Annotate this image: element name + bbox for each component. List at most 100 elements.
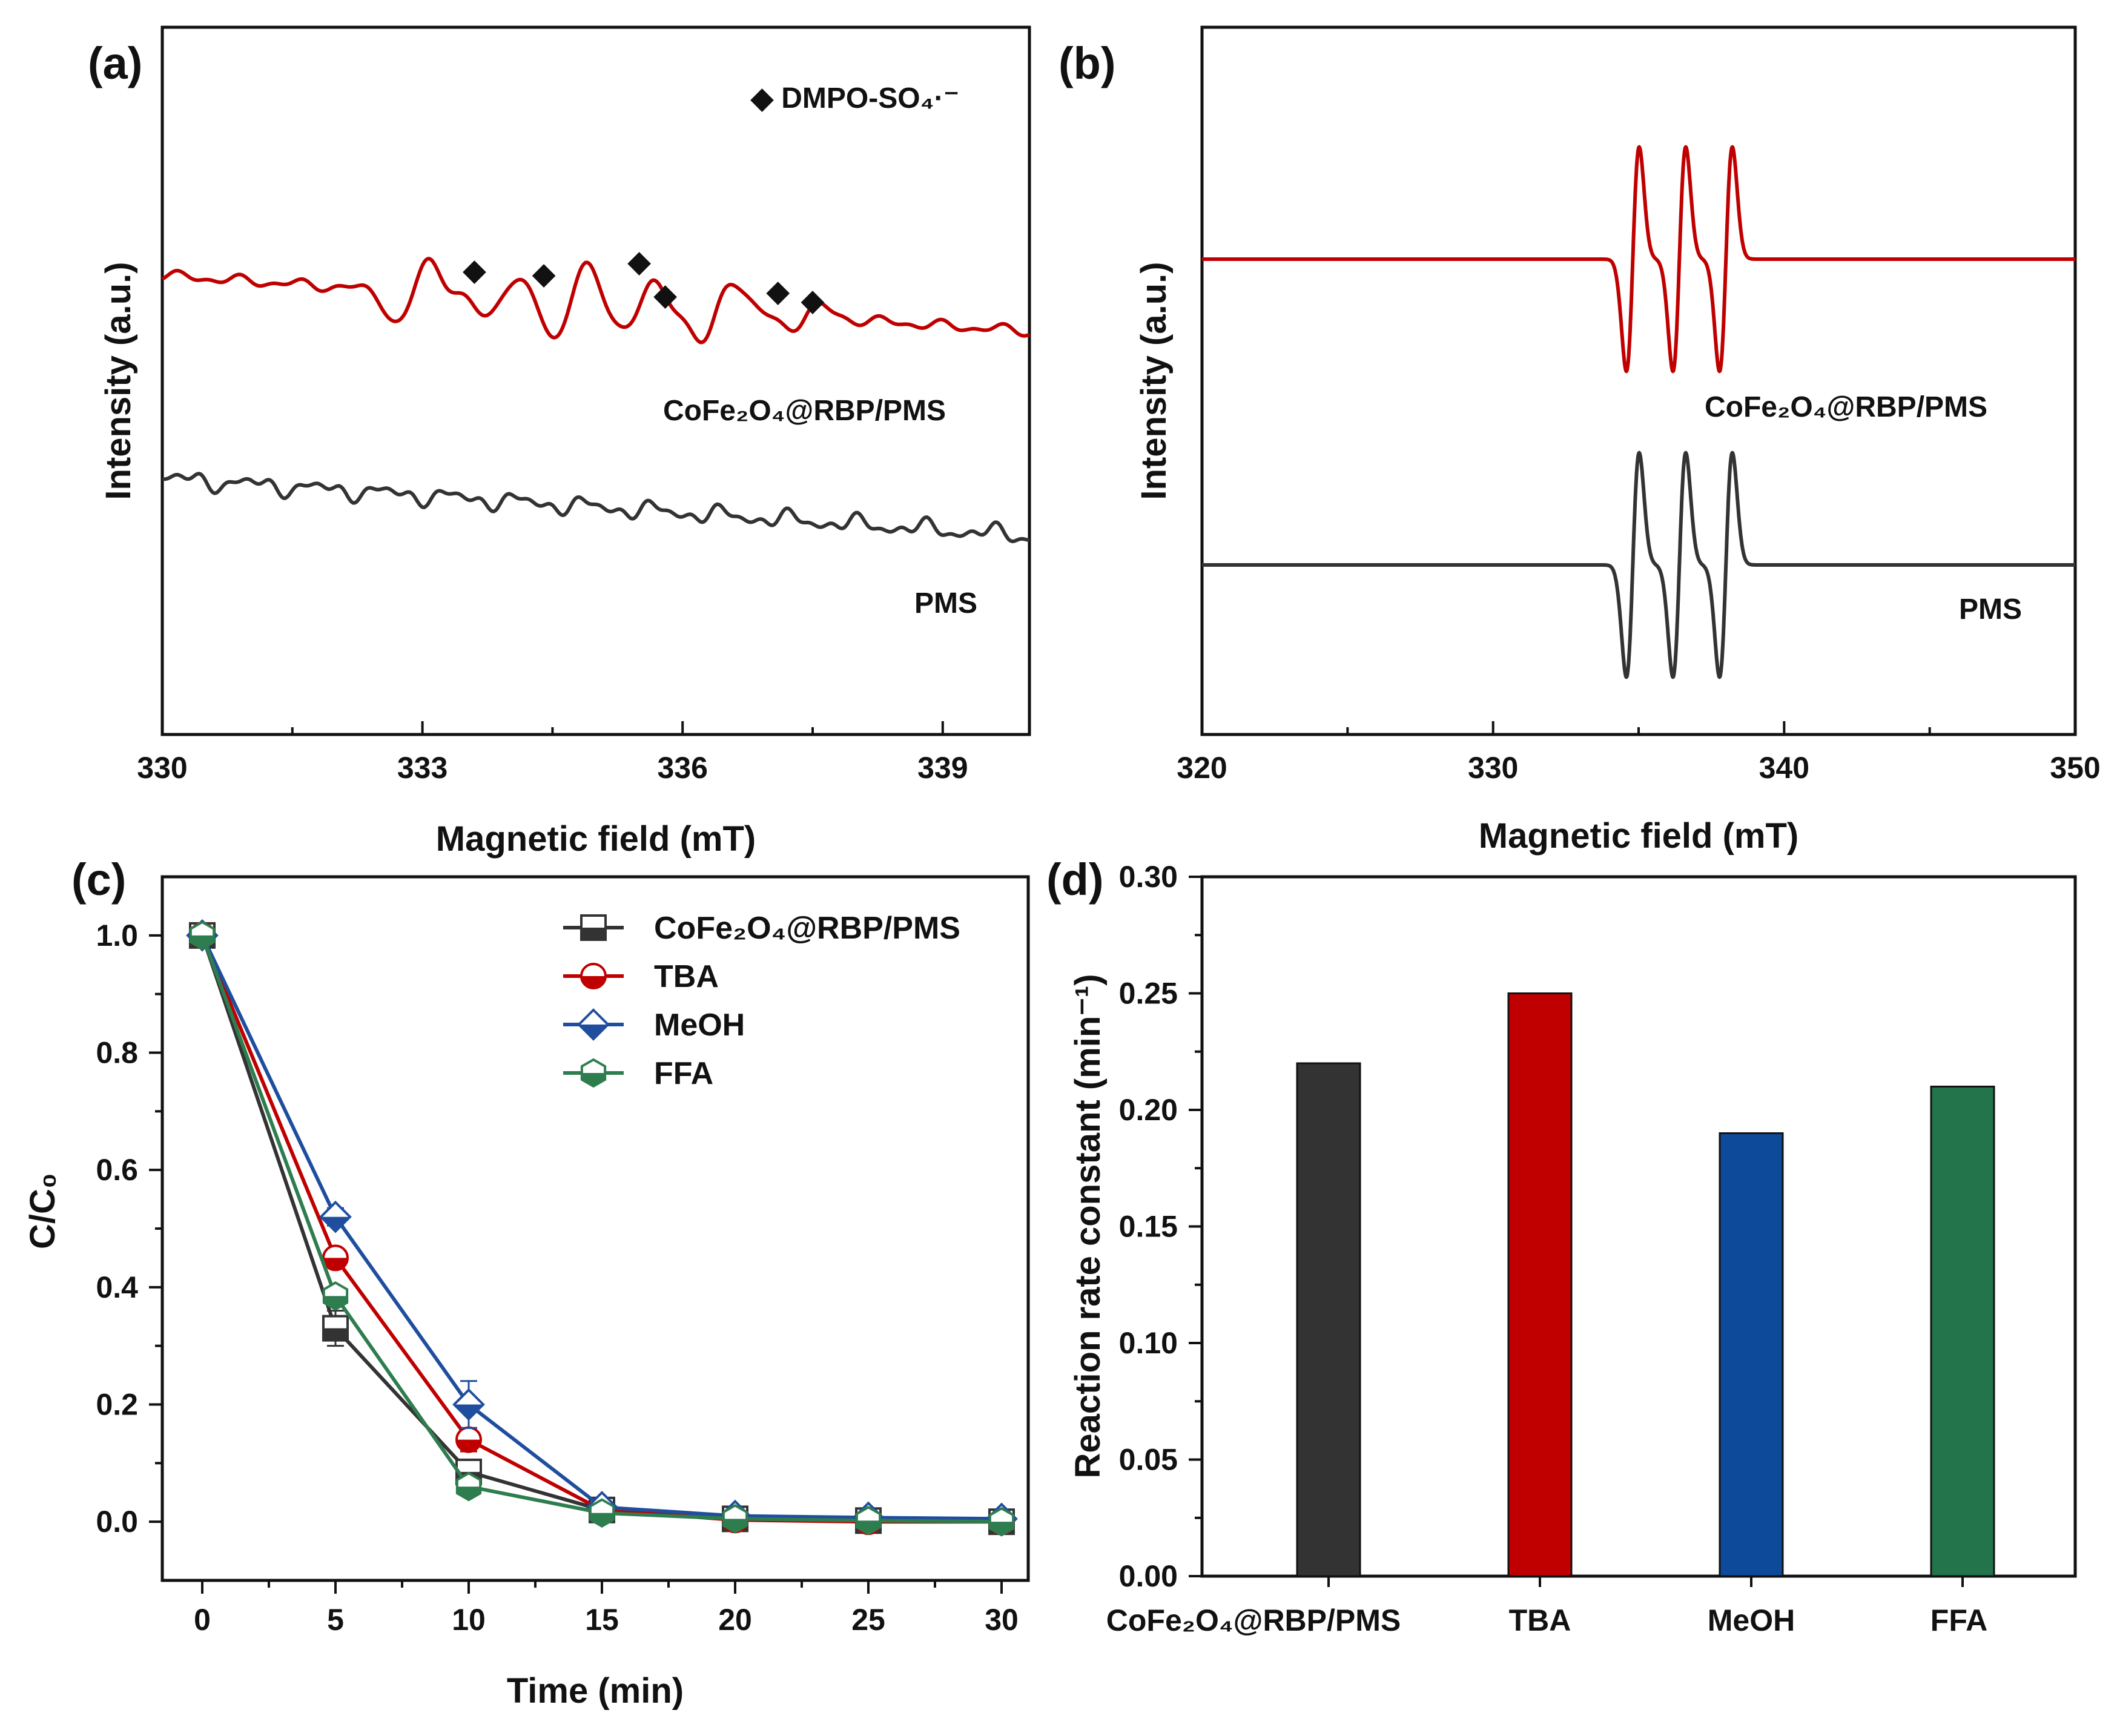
panel-d-label: (d) [1046,854,1104,905]
panel-b-x-tick-label: 320 [1177,751,1227,785]
panel-b-x-tick-label: 350 [2050,751,2100,785]
panel-c-series-ffa-point-fill [323,1296,348,1310]
panel-c-series-ffa-point [722,1504,748,1534]
panel-c-series-ffa-point-fill [190,935,214,949]
panel-b-frame [1200,25,2077,736]
panel-c-legend-cofe-o-rbp-pms-label: CoFe₂O₄@RBP/PMS [654,911,960,946]
panel-c-legend-tba-marker [580,963,607,989]
panel-a-x-axis: 330 333 336 339 [137,721,968,785]
panel-c-series-tba-point [322,1244,349,1272]
panel-c-legend-meoh-marker [577,1008,610,1041]
panel-c-series-ffa-point [589,1498,615,1528]
panel-a-x-axis-title: Magnetic field (mT) [436,819,756,859]
panel-d-axes: 0.00 0.05 0.10 0.15 0.20 0.25 0.30 CoFe₂O₄@RBP/… [1106,860,1987,1637]
panel-d-bar-cofe-o-rbp-pms [1296,1062,1361,1577]
panel-c-y-tick-label: 0.8 [96,1036,138,1070]
panel-c-x-tick-label: 0 [194,1603,211,1637]
panel-a: (a) 330 333 336 339 Magnetic field (mT) Int… [88,25,1031,859]
panel-c: (c) 0 5 10 15 20 25 30 0.0 0.2 0.4 0.6 0.8 1.0 Time … [23,854,1030,1711]
panel-c-legend-ffa-marker-fill [581,1073,606,1086]
panel-c-x-tick-label: 15 [585,1603,619,1637]
panel-d-x-tick-label: MeOH [1708,1603,1795,1637]
panel-b-label-cofe2o4-rbp-pms: CoFe₂O₄@RBP/PMS [1705,391,1987,423]
panel-c-x-tick-label: 25 [851,1603,885,1637]
panel-a-x-tick-label: 333 [397,751,448,785]
panel-d-y-tick-label: 0.05 [1119,1443,1178,1477]
panel-c-series-ffa-point [322,1281,349,1311]
panel-d-bar-tba [1507,992,1573,1577]
panel-d-y-axis-title: Reaction rate constant (min⁻¹) [1068,974,1108,1478]
panel-a-label-pms: PMS [914,587,977,619]
panel-d-y-tick-label: 0.15 [1119,1210,1178,1244]
panel-c-y-axis-title: C/C₀ [23,1173,62,1249]
panel-d-bar-meoh [1719,1132,1784,1577]
panel-c-series-ffa-point-fill [723,1519,747,1533]
panel-c-series-meoh-point-fill [454,1404,483,1419]
panel-c-series-cofe-o-rbp-pms-point-fill [323,1328,348,1341]
panel-c-legend-cofe-o-rbp-pms-marker-fill [581,928,606,940]
panel-c-y-tick-label: 0.2 [96,1388,138,1422]
panel-c-legend-ffa-marker [580,1058,607,1088]
panel-d-x-tick-label: FFA [1930,1603,1987,1637]
panel-d-bar-ffa [1930,1086,1995,1577]
panel-a-dmpo-marker: ◆ [463,254,486,286]
panel-d-y-tick-label: 0.25 [1119,977,1178,1011]
panel-c-legend-meoh-marker-fill [579,1025,608,1039]
panel-c-series-cofe-o-rbp-pms-point [322,1315,349,1342]
panel-b-label: (b) [1058,38,1116,88]
panel-c-series-ffa-point-fill [457,1487,481,1500]
panel-c-series-ffa-point [455,1471,482,1502]
panel-c-legend-tba-label: TBA [654,959,719,994]
panel-c-series-ffa-point-fill [856,1520,880,1534]
panel-c-series-group [186,919,1018,1537]
panel-c-y-tick-label: 1.0 [96,919,138,952]
panel-c-series-tba-point-fill [323,1258,348,1270]
panel-b-label-pms: PMS [1959,593,2022,625]
panel-d-x-tick-label: TBA [1509,1603,1571,1637]
panel-a-label-cofe2o4-rbp-pms: CoFe₂O₄@RBP/PMS [663,395,946,427]
panel-b: (b) 320 330 340 350 Magnetic field (mT) Int… [1058,25,2101,856]
panel-b-x-tick-label: 330 [1468,751,1518,785]
panel-c-y-tick-label: 0.6 [96,1153,138,1187]
panel-c-x-axis-title: Time (min) [507,1671,684,1711]
panel-b-y-axis-title: Intensity (a.u.) [1134,262,1174,500]
panel-b-x-axis-title: Magnetic field (mT) [1479,816,1798,856]
panel-a-x-tick-label: 330 [137,751,187,785]
panel-b-x-tick-label: 340 [1759,751,1809,785]
panel-c-legend: CoFe₂O₄@RBP/PMS TBA MeOH FFA [563,911,960,1091]
panel-a-annotation-dmpo-so4: ◆ DMPO-SO₄·⁻ [750,82,959,114]
panel-b-x-axis: 320 330 340 350 [1177,721,2101,785]
panel-c-x-tick-label: 5 [327,1603,344,1637]
panel-c-legend-meoh-label: MeOH [654,1008,745,1043]
panel-c-series-ffa-point [189,920,216,951]
panel-a-x-tick-label: 339 [917,751,968,785]
panel-a-frame [160,25,1031,736]
panel-c-series-tba-point-fill [457,1439,481,1452]
panel-a-series-cofe2o4-rbp-pms [161,257,1030,345]
panel-b-series-pms [1202,451,2075,679]
panel-c-series-tba-point [455,1426,482,1453]
panel-c-x-tick-label: 10 [452,1603,486,1637]
panel-d: (d) 0.00 0.05 0.10 0.15 0.20 0.25 0.30 CoFe₂O₄@… [1046,854,2077,1637]
panel-a-dmpo-marker: ◆ [766,276,790,308]
panel-a-series-pms [162,472,1030,544]
panel-c-y-tick-label: 0.4 [96,1270,138,1304]
panel-c-series-meoh-point [452,1388,485,1421]
panel-c-axes: 0 5 10 15 20 25 30 0.0 0.2 0.4 0.6 0.8 1.0 [96,919,1018,1637]
panel-a-dmpo-marker: ◆ [653,279,677,311]
panel-c-legend-cofe-o-rbp-pms-marker [580,914,607,941]
panel-a-label: (a) [88,38,142,88]
panel-c-series-ffa-point [988,1507,1015,1537]
panel-d-y-tick-label: 0.30 [1119,860,1178,894]
panel-c-y-tick-label: 0.0 [96,1505,138,1539]
panel-d-y-tick-label: 0.10 [1119,1326,1178,1360]
panel-c-series-meoh-point [319,1200,352,1233]
panel-c-series-ffa-point-fill [590,1513,614,1526]
panel-b-series-cofe2o4-rbp-pms [1202,145,2075,374]
panel-d-bars [1296,992,1995,1577]
panel-a-x-tick-label: 336 [657,751,707,785]
panel-d-y-tick-label: 0.00 [1119,1559,1178,1593]
panel-c-legend-tba-marker-fill [581,976,606,988]
panel-a-y-axis-title: Intensity (a.u.) [99,262,138,500]
panel-d-y-tick-label: 0.20 [1119,1093,1178,1127]
